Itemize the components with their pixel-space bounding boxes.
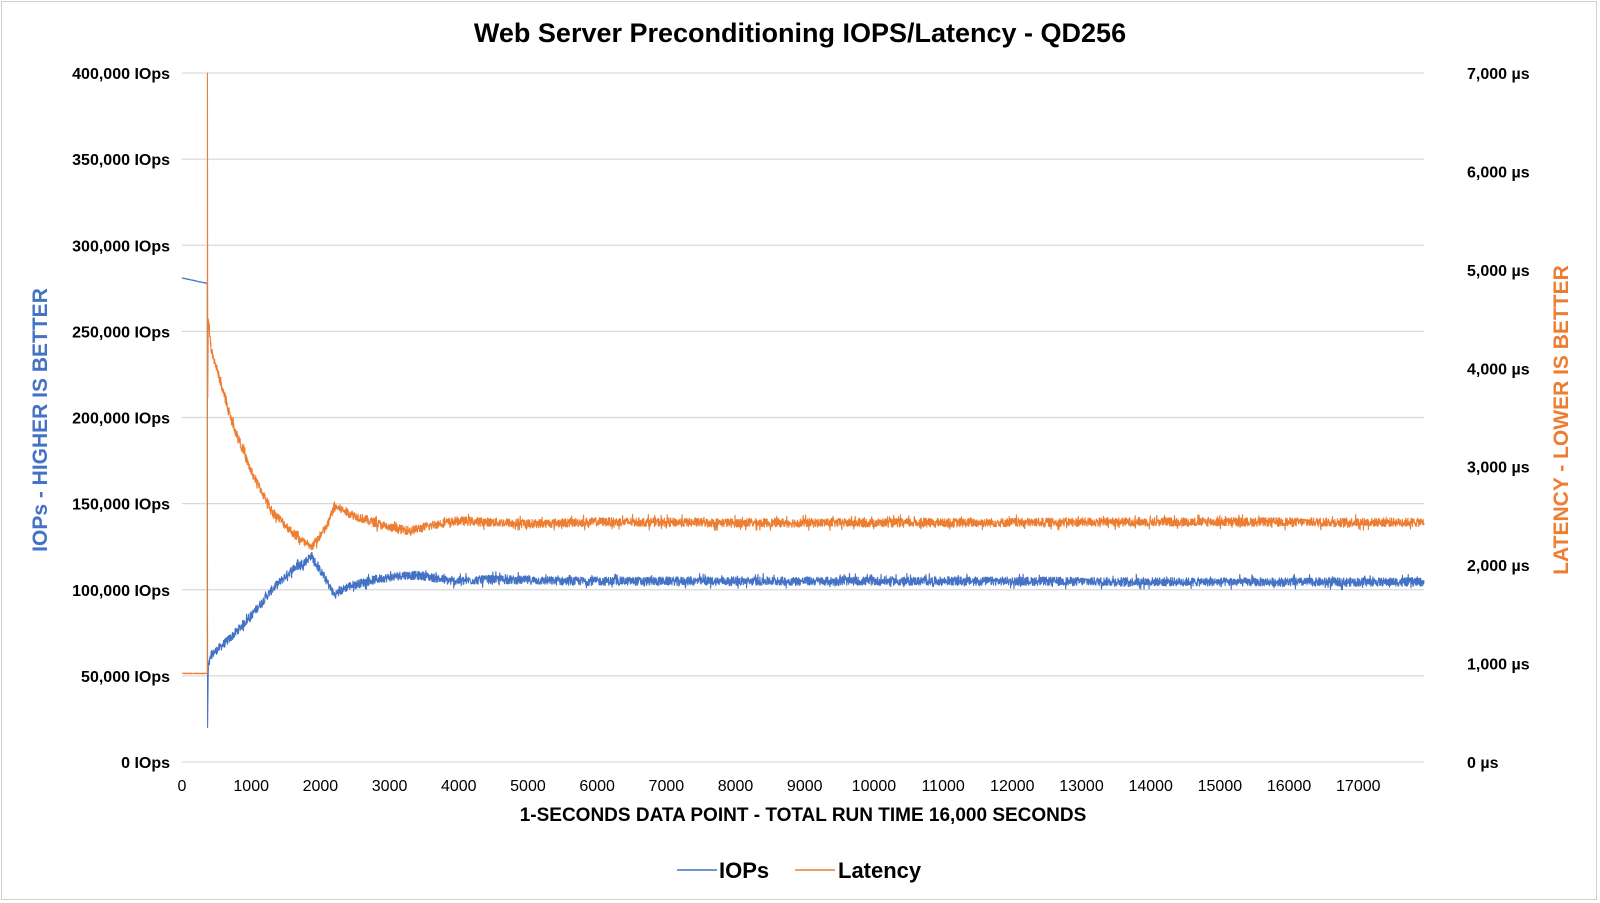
y-left-tick-label: 200,000 IOps [72,411,170,428]
y-right-tick-label: 2,000 µs [1467,558,1530,575]
x-axis-ticks: 0 1000 2000 3000 4000 5000 6000 7000 8000 9000 100… [178,778,1381,795]
series-line-latency [181,72,1425,675]
x-tick-label: 16000 [1267,778,1312,795]
y-left-tick-label: 300,000 IOps [72,238,170,255]
y-left-tick-label: 400,000 IOps [72,66,170,83]
x-tick-label: 1000 [233,778,269,795]
y-right-tick-label: 7,000 µs [1467,66,1530,83]
y-left-tick-label: 150,000 IOps [72,497,170,514]
y-right-tick-label: 1,000 µs [1467,657,1530,674]
y-right-tick-label: 6,000 µs [1467,164,1530,181]
x-tick-label: 9000 [787,778,823,795]
x-tick-label: 13000 [1059,778,1104,795]
y-axis-left-ticks: 0 IOps 50,000 IOps 100,000 IOps 150,000 IOp… [72,66,170,772]
gridlines [182,72,1424,763]
x-tick-label: 11000 [921,778,964,795]
y-axis-right-label: LATENCY - LOWER IS BETTER [1550,265,1573,575]
x-tick-label: 4000 [441,778,477,795]
y-left-tick-label: 350,000 IOps [72,152,170,169]
x-tick-label: 15000 [1198,778,1243,795]
legend-label-latency: Latency [838,858,922,883]
y-left-tick-label: 0 IOps [121,755,170,772]
x-axis-label: 1-SECONDS DATA POINT - TOTAL RUN TIME 16… [520,805,1087,826]
x-tick-label: 6000 [579,778,615,795]
x-tick-label: 7000 [649,778,685,795]
y-axis-left-label: IOPs - HIGHER IS BETTER [29,288,52,552]
x-tick-label: 0 [178,778,187,795]
series-line-iops [181,277,1425,729]
x-tick-label: 17000 [1336,778,1381,795]
y-left-tick-label: 100,000 IOps [72,583,170,600]
legend-label-iops: IOPs [719,858,769,883]
y-axis-right-ticks: 0 µs 1,000 µs 2,000 µs 3,000 µs 4,000 µs 5,00… [1467,66,1530,772]
x-tick-label: 8000 [718,778,754,795]
x-tick-label: 5000 [510,778,546,795]
y-left-tick-label: 50,000 IOps [81,669,170,686]
legend: IOPs Latency [677,858,922,883]
y-left-tick-label: 250,000 IOps [72,324,170,341]
y-right-tick-label: 4,000 µs [1467,361,1530,378]
y-right-tick-label: 3,000 µs [1467,460,1530,477]
y-right-tick-label: 0 µs [1467,755,1499,772]
x-tick-label: 14000 [1128,778,1173,795]
y-right-tick-label: 5,000 µs [1467,263,1530,280]
x-tick-label: 3000 [372,778,408,795]
x-tick-label: 12000 [990,778,1035,795]
chart-title: Web Server Preconditioning IOPS/Latency … [474,18,1126,48]
x-tick-label: 2000 [303,778,339,795]
x-tick-label: 10000 [852,778,897,795]
series-layer [181,72,1425,729]
